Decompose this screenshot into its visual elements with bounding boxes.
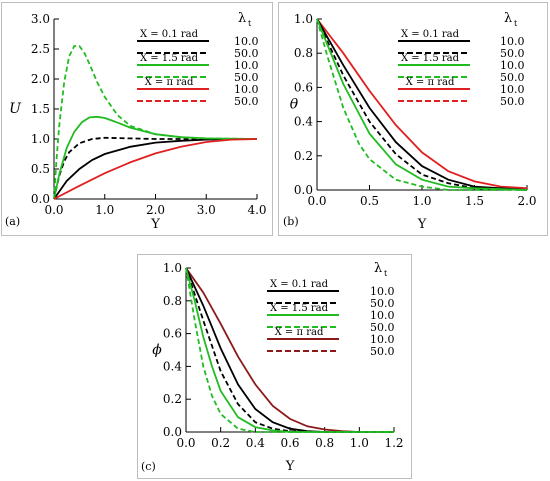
series-line (53, 136, 257, 200)
x-tick-label: 0.6 (280, 436, 299, 450)
y-tick-label: 0.8 (163, 294, 182, 308)
series-line (53, 138, 258, 200)
x-tick-label: 2.0 (517, 194, 536, 208)
y-tick-label: 0.6 (163, 327, 182, 341)
x-axis-label: Y (285, 459, 295, 474)
x-axis-label: Y (417, 217, 427, 232)
legend-header: λ (374, 261, 382, 276)
series-line (53, 45, 258, 200)
x-tick-label: 1.0 (95, 203, 114, 217)
x-tick-label: 0.8 (315, 436, 334, 450)
legend-value: 10.0 (234, 83, 259, 96)
panel-a: 0.0 1.0 2.0 3.0 4.0 0.0 0.5 1.0 1.5 2.0 2.5 3.0 Y U (a… (5, 11, 267, 232)
legend-group-label: X = 0.1 rad (401, 29, 460, 40)
legend-group-label: X = 1.5 rad (401, 53, 460, 64)
legend-header: λ (238, 11, 246, 26)
series-line (316, 18, 527, 191)
series-line (53, 115, 258, 200)
x-tick-label: 4.0 (247, 203, 266, 217)
series-line (316, 18, 528, 191)
legend-value: 50.0 (370, 345, 395, 358)
legend-header-sub: t (384, 269, 388, 278)
legend-value: 10.0 (234, 59, 259, 72)
legend-value: 10.0 (370, 285, 395, 298)
legend-header: λ (504, 11, 512, 26)
x-tick-label: 1.0 (350, 436, 369, 450)
x-tick-label: 1.0 (412, 194, 431, 208)
legend-header-sub: t (514, 19, 518, 28)
legend-value: 50.0 (370, 321, 395, 334)
legend-value: 10.0 (500, 35, 525, 48)
legend-group-label: X = π rad (406, 77, 455, 88)
panel-label: (b) (283, 215, 299, 228)
y-tick-label: 1.0 (294, 12, 313, 26)
legend-value: 50.0 (234, 71, 259, 84)
legend-group-label: X = 1.5 rad (140, 53, 199, 64)
legend-value: 10.0 (500, 59, 525, 72)
x-tick-label: 3.0 (197, 203, 216, 217)
legend-value: 50.0 (234, 47, 259, 60)
legend-group-label: X = π rad (275, 327, 324, 338)
y-tick-label: 0.0 (31, 192, 50, 206)
panel-label: (a) (5, 215, 20, 228)
y-tick-label: 1.5 (31, 102, 50, 116)
panel-b: 0.0 0.5 1.0 1.5 2.0 0.0 0.2 0.4 0.6 0.8 1.0 Yθ (b) λ t… (283, 11, 537, 232)
y-tick-label: 0.2 (294, 149, 313, 163)
panel-label: (c) (141, 460, 156, 473)
y-tick-label: 3.0 (31, 12, 50, 26)
y-tick-label: 0.2 (163, 392, 182, 406)
y-tick-label: 2.5 (31, 42, 50, 56)
y-tick-label: 0.4 (294, 115, 313, 129)
y-tick-label: 1.0 (31, 132, 50, 146)
x-tick-label: 0.0 (176, 436, 195, 450)
y-tick-label: 0.4 (163, 359, 182, 373)
x-tick-label: 1.5 (465, 194, 484, 208)
y-tick-label: 0.6 (294, 80, 313, 94)
legend-group-label: X = 1.5 rad (270, 303, 329, 314)
legend-value: 50.0 (500, 47, 525, 60)
series-line (316, 18, 528, 190)
legend-value: 50.0 (500, 71, 525, 84)
legend-header-sub: t (248, 19, 252, 28)
legend-value: 10.0 (234, 35, 259, 48)
y-tick-label: 0.5 (31, 162, 50, 176)
legend-group-label: X = 0.1 rad (140, 29, 199, 40)
legend-group-label: X = π rad (145, 77, 194, 88)
x-tick-label: 0.0 (307, 194, 326, 208)
y-axis-label: U (9, 101, 22, 117)
legend-value: 50.0 (500, 95, 525, 108)
legend-group-label: X = 0.1 rad (270, 279, 329, 290)
series-line (316, 18, 528, 191)
y-tick-label: 0.0 (163, 425, 182, 439)
series-line (185, 267, 394, 433)
y-tick-label: 2.0 (31, 72, 50, 86)
x-tick-label: 0.0 (44, 203, 63, 217)
legend-value: 10.0 (370, 309, 395, 322)
y-tick-label: 0.8 (294, 46, 313, 60)
y-axis-label: ϕ (152, 342, 162, 358)
series-line (53, 138, 257, 200)
legend-value: 10.0 (500, 83, 525, 96)
legend-value: 50.0 (234, 95, 259, 108)
y-tick-label: 0.0 (294, 183, 313, 197)
y-tick-label: 1.0 (163, 261, 182, 275)
panel-c: 0.0 0.2 0.4 0.6 0.8 1.0 1.2 0.0 0.2 0.4 0.6 0.8 1.0 Y… (141, 261, 404, 474)
x-tick-label: 2.0 (146, 203, 165, 217)
legend-value: 10.0 (370, 333, 395, 346)
x-tick-label: 0.4 (246, 436, 265, 450)
x-axis-label: Y (150, 217, 160, 232)
x-tick-label: 0.5 (360, 194, 379, 208)
legend-value: 50.0 (370, 297, 395, 310)
x-tick-label: 0.2 (211, 436, 230, 450)
series-line (316, 18, 528, 191)
x-tick-label: 1.2 (384, 436, 403, 450)
y-axis-label: θ (290, 97, 299, 113)
